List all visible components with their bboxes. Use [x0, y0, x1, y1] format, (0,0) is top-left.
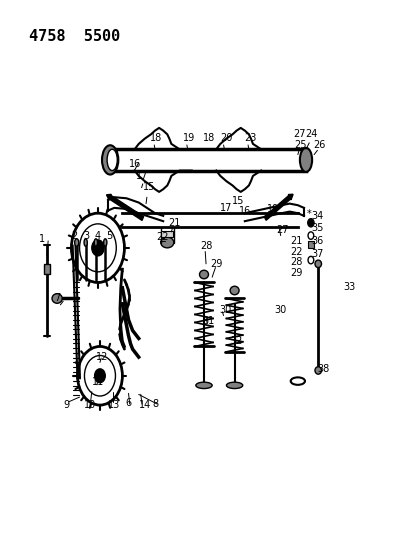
Text: 10: 10	[84, 400, 96, 410]
Text: 17: 17	[220, 203, 232, 213]
Text: 1: 1	[39, 234, 45, 244]
Text: 26: 26	[313, 140, 326, 150]
Circle shape	[308, 219, 314, 227]
Ellipse shape	[200, 270, 208, 279]
Text: *: *	[307, 209, 312, 219]
Ellipse shape	[75, 239, 79, 246]
Bar	[308, 241, 314, 248]
Text: 8: 8	[152, 399, 158, 409]
Ellipse shape	[102, 145, 118, 175]
Ellipse shape	[161, 237, 174, 248]
Text: 22: 22	[156, 232, 169, 242]
Text: 27: 27	[293, 130, 306, 139]
Ellipse shape	[315, 367, 322, 374]
Text: 29: 29	[210, 259, 222, 269]
Ellipse shape	[226, 382, 243, 389]
Ellipse shape	[300, 148, 312, 172]
Text: 18: 18	[150, 133, 162, 142]
Text: 33: 33	[344, 282, 356, 292]
Text: 25: 25	[295, 140, 307, 150]
Text: 9: 9	[63, 400, 69, 410]
Ellipse shape	[94, 239, 98, 246]
Text: 19: 19	[267, 204, 279, 214]
Text: 18: 18	[203, 133, 215, 142]
Text: 35: 35	[311, 223, 323, 233]
Text: 2: 2	[71, 231, 78, 240]
Ellipse shape	[196, 382, 212, 389]
Ellipse shape	[107, 149, 118, 171]
Text: 16: 16	[239, 206, 251, 215]
Text: 16: 16	[129, 159, 141, 169]
Ellipse shape	[104, 239, 107, 246]
Text: 22: 22	[290, 247, 303, 256]
Text: 30: 30	[220, 305, 232, 315]
Text: 15: 15	[143, 182, 155, 191]
Text: 20: 20	[220, 133, 233, 142]
Text: 29: 29	[290, 268, 303, 278]
Text: 28: 28	[290, 257, 303, 267]
Ellipse shape	[52, 294, 62, 303]
Text: 15: 15	[232, 197, 244, 206]
Text: 34: 34	[311, 211, 323, 221]
Text: 4758  5500: 4758 5500	[29, 29, 120, 44]
Text: 12: 12	[96, 352, 109, 362]
Text: 5: 5	[106, 231, 112, 240]
Text: 7: 7	[54, 294, 60, 303]
Text: 30: 30	[274, 305, 286, 315]
Text: 38: 38	[317, 364, 330, 374]
Ellipse shape	[230, 286, 239, 295]
Text: 3: 3	[84, 231, 90, 240]
Ellipse shape	[84, 239, 87, 246]
Text: 14: 14	[139, 400, 151, 410]
Text: 4: 4	[95, 231, 101, 240]
Text: 17: 17	[136, 171, 148, 181]
Text: 13: 13	[108, 400, 120, 410]
Text: 28: 28	[201, 241, 213, 251]
Bar	[44, 264, 50, 274]
Text: 6: 6	[126, 398, 132, 408]
Text: 21: 21	[168, 218, 180, 228]
Text: 32: 32	[231, 336, 243, 346]
Text: 11: 11	[92, 377, 104, 387]
Circle shape	[92, 240, 104, 256]
Ellipse shape	[315, 260, 322, 268]
FancyArrow shape	[264, 194, 293, 220]
Text: 24: 24	[305, 130, 317, 139]
FancyArrow shape	[106, 195, 144, 221]
Text: 19: 19	[183, 133, 195, 142]
Text: 37: 37	[311, 249, 323, 259]
Text: 21: 21	[290, 236, 303, 246]
Text: 27: 27	[277, 225, 289, 235]
Bar	[161, 231, 173, 237]
Circle shape	[95, 369, 105, 383]
Text: 23: 23	[244, 133, 256, 142]
Text: 31: 31	[202, 316, 214, 326]
Text: 36: 36	[311, 236, 323, 246]
